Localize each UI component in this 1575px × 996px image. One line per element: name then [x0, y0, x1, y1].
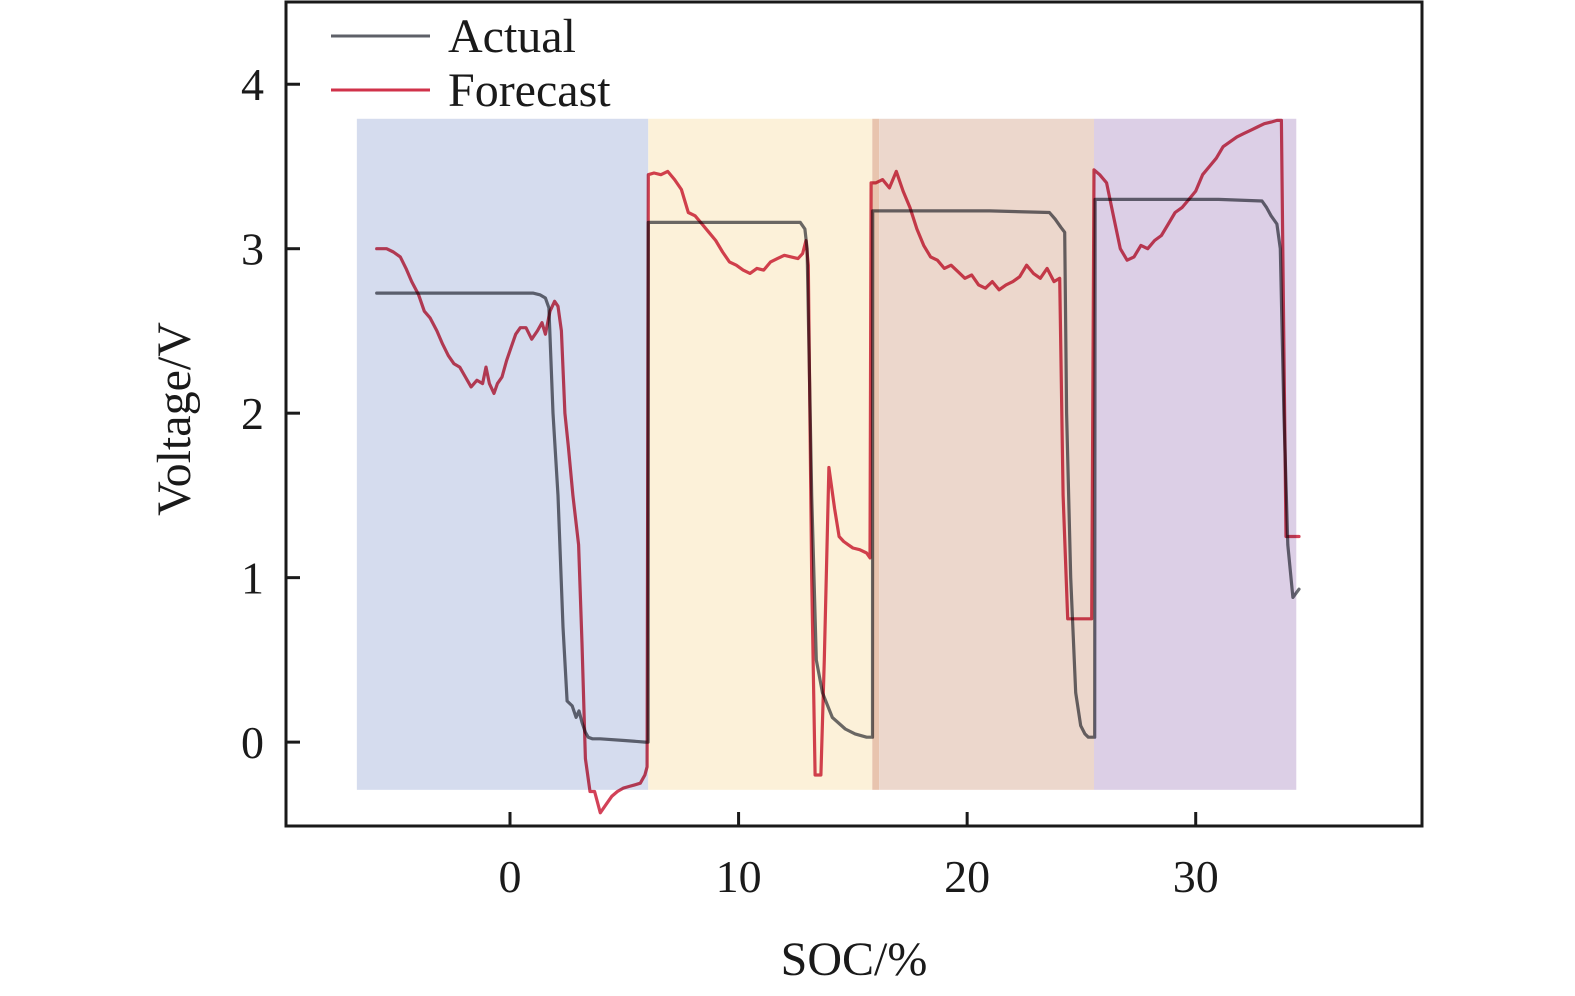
y-tick-label: 1 [241, 553, 264, 604]
legend-label-forecast: Forecast [448, 64, 611, 117]
legend-label-actual: Actual [448, 10, 576, 63]
series-line-forecast [375, 118, 1301, 815]
series-line-actual [375, 197, 1301, 744]
x-tick-label: 30 [1173, 851, 1219, 902]
region-segment-overlap [872, 118, 880, 790]
x-axis-ticks: 0 10 20 30 [499, 812, 1219, 902]
legend: Actual Forecast [331, 10, 611, 117]
region-segment-2 [648, 118, 873, 790]
region-segment-3 [879, 118, 1094, 790]
y-axis-title: Voltage/V [148, 322, 201, 516]
y-tick-label: 2 [241, 388, 264, 439]
y-tick-label: 0 [241, 717, 264, 768]
x-axis-title: SOC/% [781, 933, 928, 986]
y-tick-label: 3 [241, 224, 264, 275]
region-segment-1 [356, 118, 649, 790]
series-lines [375, 118, 1301, 815]
y-tick-label: 4 [241, 59, 264, 110]
x-tick-label: 20 [944, 851, 990, 902]
x-tick-label: 0 [499, 851, 522, 902]
background-regions [356, 118, 1297, 790]
y-axis-ticks: 0 1 2 3 4 [241, 59, 300, 768]
x-tick-label: 10 [716, 851, 762, 902]
region-segment-4 [1094, 118, 1297, 790]
